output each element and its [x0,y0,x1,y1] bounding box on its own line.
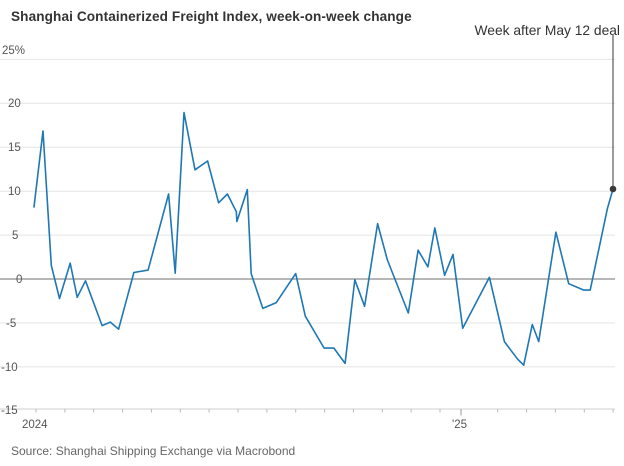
svg-text:-15: -15 [1,405,18,417]
svg-text:2024: 2024 [22,419,48,431]
svg-text:'25: '25 [452,419,467,431]
svg-text:15: 15 [8,142,21,154]
svg-text:10: 10 [8,186,21,198]
svg-text:20: 20 [8,98,21,110]
svg-text:0: 0 [16,274,22,286]
svg-text:-10: -10 [1,362,18,374]
svg-text:25%: 25% [2,45,25,57]
svg-text:-5: -5 [6,318,16,330]
svg-text:5: 5 [12,230,18,242]
